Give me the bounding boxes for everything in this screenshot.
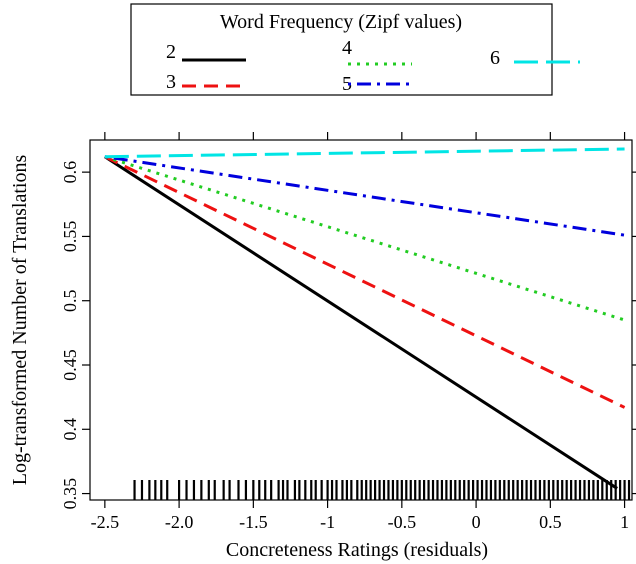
y-tick-label: 0.4 bbox=[60, 418, 80, 441]
y-axis-label: Log-transformed Number of Translations bbox=[9, 155, 31, 486]
y-tick-label: 0.45 bbox=[60, 349, 80, 381]
x-tick-label: -1.5 bbox=[239, 512, 268, 532]
rug-marks bbox=[133, 480, 631, 500]
legend-label-2: 2 bbox=[166, 41, 176, 63]
x-tick-label: 0.5 bbox=[539, 512, 562, 532]
y-tick-label: 0.55 bbox=[60, 221, 80, 253]
x-axis-label: Concreteness Ratings (residuals) bbox=[226, 539, 488, 561]
x-tick-label: 0 bbox=[472, 512, 481, 532]
legend-label-6: 6 bbox=[490, 47, 500, 69]
y-tick-label: 0.5 bbox=[60, 289, 80, 312]
legend-box bbox=[130, 3, 553, 96]
axis-ticks: -2.5 -2.0 -1.5 -1 -0.5 0 0.5 1 0.35 0.4 0.45 0.5 0.5… bbox=[60, 132, 636, 532]
legend-title: Word Frequency (Zipf values) bbox=[220, 11, 462, 33]
x-tick-label: -1 bbox=[320, 512, 335, 532]
series-line-6 bbox=[104, 147, 625, 159]
legend-label-3: 3 bbox=[166, 71, 176, 93]
legend-label-5: 5 bbox=[342, 73, 352, 95]
y-tick-label: 0.6 bbox=[60, 161, 80, 184]
series-line-2 bbox=[104, 155, 618, 490]
series-line-5 bbox=[104, 155, 625, 237]
x-tick-label: -0.5 bbox=[388, 512, 417, 532]
series-line-4 bbox=[104, 155, 626, 322]
series-lines bbox=[104, 147, 626, 490]
x-tick-label: 1 bbox=[620, 512, 629, 532]
legend-label-4: 4 bbox=[342, 37, 352, 59]
x-tick-label: -2.5 bbox=[91, 512, 120, 532]
x-tick-label: -2.0 bbox=[165, 512, 194, 532]
y-tick-label: 0.35 bbox=[60, 478, 80, 510]
legend: Word Frequency (Zipf values) 2 3 4 5 6 bbox=[130, 3, 580, 96]
series-line-3 bbox=[104, 155, 626, 409]
